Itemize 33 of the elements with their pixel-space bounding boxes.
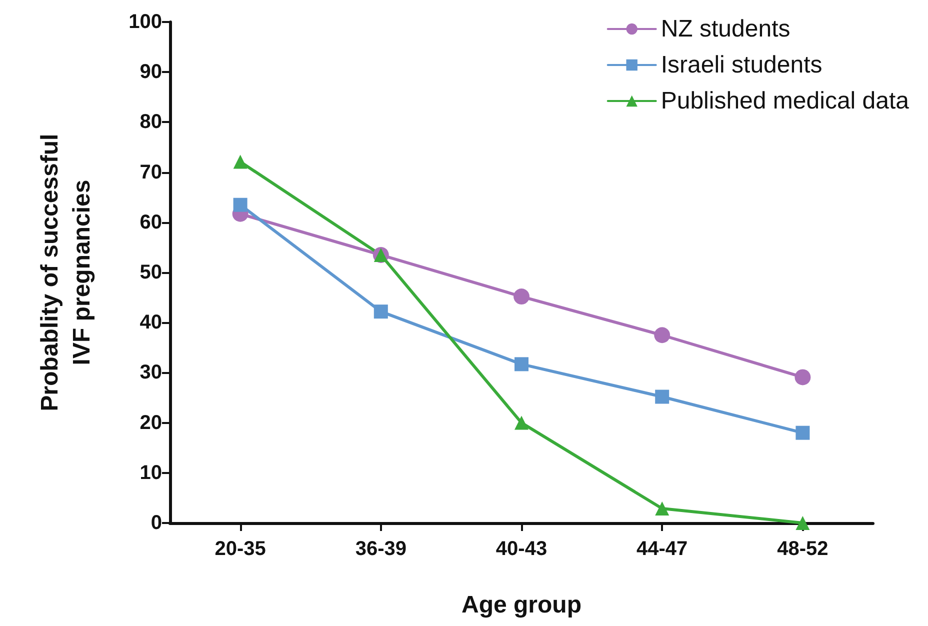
y-tick-label: 10	[140, 462, 162, 484]
y-tick-label: 30	[140, 362, 162, 384]
point	[514, 357, 528, 372]
y-tick-label: 80	[140, 111, 162, 134]
legend-label: NZ students	[660, 16, 790, 42]
y-tick-label: 100	[128, 11, 162, 33]
x-tick-label: 20-35	[214, 538, 266, 560]
y-tick-label: 60	[140, 211, 162, 234]
y-axis-title: Probablity of successful IVF pregnancies	[36, 134, 96, 412]
y-tick-label: 50	[140, 262, 162, 284]
legend-label: Published medical data	[660, 88, 910, 114]
point	[514, 416, 528, 430]
x-tick-label: 48-52	[777, 538, 828, 560]
point	[796, 516, 810, 530]
y-tick-label: 20	[140, 412, 162, 434]
x-tick-label: 40-43	[496, 538, 548, 560]
point	[233, 154, 248, 169]
y-tick-label: 0	[150, 512, 162, 534]
point	[794, 369, 811, 386]
y-tick-label: 90	[140, 61, 162, 84]
point	[655, 501, 670, 516]
x-tick-label: 36-39	[355, 538, 406, 560]
x-axis-title: Age group	[462, 592, 582, 618]
y-tick-label: 40	[140, 312, 162, 334]
point	[654, 327, 670, 344]
x-tick-label: 44-47	[636, 538, 688, 560]
legend-label: Israeli students	[660, 52, 822, 78]
point	[655, 390, 670, 404]
y-tick-label: 70	[140, 161, 162, 184]
point	[514, 288, 530, 305]
point	[374, 304, 388, 319]
point	[233, 198, 248, 212]
point	[796, 426, 810, 440]
